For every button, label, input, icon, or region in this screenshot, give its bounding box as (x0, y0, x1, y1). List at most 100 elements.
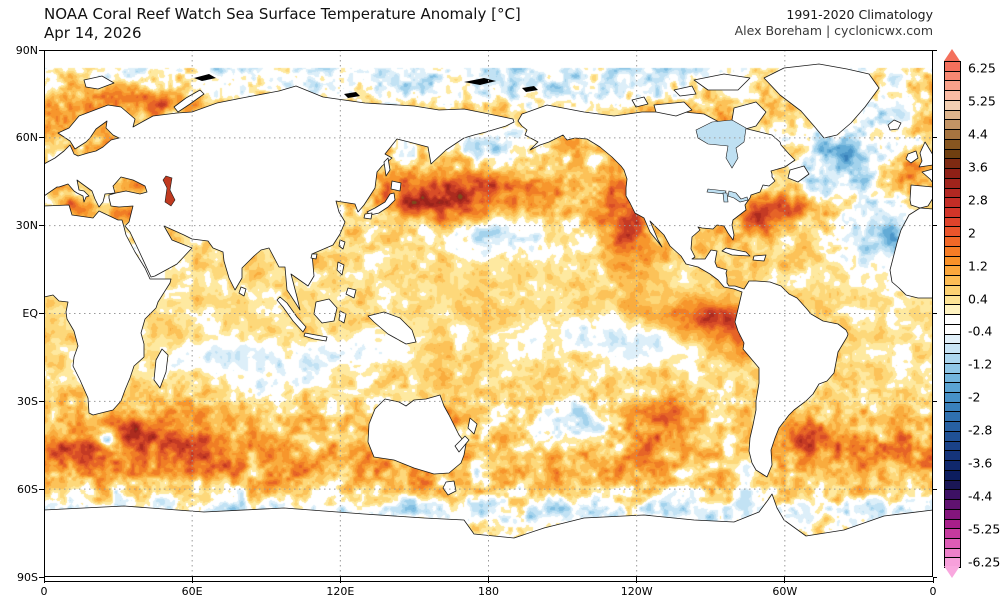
colorbar-tick-4.4: 4.4 (968, 126, 988, 142)
ice-edge-mark (344, 92, 360, 98)
title-block: NOAA Coral Reef Watch Sea Surface Temper… (44, 5, 521, 43)
lat-label-eq: EQ (22, 307, 38, 320)
lat-label-60n: 60N (15, 131, 38, 145)
lon-label-60w-5: 60W (772, 585, 798, 598)
land-hainan (310, 253, 318, 260)
colorbar-segment (945, 91, 960, 101)
colorbar-tick--2.8: -2.8 (968, 422, 993, 438)
land-svalbard (83, 75, 115, 90)
climatology-label: 1991-2020 Climatology (786, 7, 933, 22)
colorbar-segment (945, 470, 960, 481)
colorbar-segment (945, 363, 960, 374)
colorbar-segment (945, 169, 960, 179)
colorbar-segment (945, 402, 960, 413)
colorbar-arrow-up-icon (944, 49, 960, 61)
land-kyushu (363, 212, 373, 220)
land-iberia (909, 184, 933, 209)
land-australia (367, 394, 467, 475)
colorbar-segment (945, 198, 960, 209)
colorbar-scale (944, 61, 961, 568)
colorbar-tick--6.25: -6.25 (968, 554, 1000, 570)
colorbar-tick-5.25: 5.25 (968, 93, 996, 109)
colorbar-segment (945, 480, 960, 491)
colorbar-tick--0.4: -0.4 (968, 323, 993, 339)
axis-tick (39, 137, 44, 139)
land-sumatra (276, 296, 307, 333)
colorbar-tick--4.4: -4.4 (968, 488, 993, 504)
page-title: NOAA Coral Reef Watch Sea Surface Temper… (44, 5, 521, 23)
land-honshu (366, 192, 396, 216)
colorbar-segment (945, 490, 960, 501)
axis-tick (488, 577, 489, 583)
axis-tick (339, 577, 341, 583)
axis-tick (39, 49, 44, 51)
land-americas (517, 104, 849, 478)
lon-label-120w-4: 120W (620, 585, 653, 598)
colorbar-segment (945, 529, 960, 539)
axis-tick (39, 576, 44, 578)
colorbar-segment (945, 276, 960, 286)
colorbar-tick-1.2: 1.2 (968, 258, 988, 274)
land-cuba (721, 247, 751, 257)
colorbar-arrow-down-icon (944, 566, 960, 578)
land-france-west (921, 168, 933, 184)
colorbar-segment (945, 383, 960, 393)
land-iceland (887, 119, 902, 131)
colorbar-segment (945, 509, 960, 520)
land-victoria-island (653, 101, 693, 117)
colorbar-segment (945, 422, 960, 432)
lat-label-90n: 90N (15, 43, 38, 57)
colorbar-tick--2: -2 (968, 389, 981, 405)
lat-label-90s: 90S (17, 570, 38, 584)
axis-tick (784, 577, 786, 583)
colorbar-segment (945, 110, 960, 121)
land-newfoundland (787, 165, 810, 183)
lon-label-180-3: 180 (478, 585, 499, 598)
land-great-britain (918, 141, 933, 168)
land-eurasia (44, 85, 515, 311)
colorbar-segment (945, 431, 960, 442)
colorbar-segment (945, 139, 960, 150)
colorbar-segment (945, 246, 960, 257)
land-tasmania (442, 480, 457, 496)
colorbar-segment (945, 519, 960, 530)
colorbar-tick-0.4: 0.4 (968, 291, 988, 307)
map-date: Apr 14, 2026 (44, 24, 142, 42)
colorbar-segment (945, 208, 960, 218)
colorbar-tick-6.25: 6.25 (968, 60, 996, 76)
ice-edge-mark (522, 86, 538, 92)
axis-tick (933, 488, 937, 490)
land-java (303, 332, 328, 342)
colorbar-segment (945, 461, 960, 471)
axis-tick (933, 49, 937, 51)
colorbar-tick--5.25: -5.25 (968, 521, 1000, 537)
land-sri-lanka (238, 286, 247, 297)
colorbar-segment (945, 237, 960, 247)
colorbar-segment (945, 159, 960, 170)
colorbar-segment (945, 178, 960, 189)
great-lakes-huron-erie-ontario (727, 190, 749, 203)
axis-tick (933, 313, 937, 314)
land-hispaniola (752, 254, 767, 262)
colorbar-segment (945, 354, 960, 364)
colorbar-segment (945, 412, 960, 423)
credit-label: Alex Boreham | cyclonicwx.com (734, 23, 933, 38)
axis-tick (933, 576, 937, 578)
axis-tick (933, 137, 937, 139)
land-west-africa (889, 207, 933, 299)
axis-tick (933, 400, 937, 402)
land-borneo (313, 298, 338, 324)
lon-label-0-6: 0 (929, 585, 937, 598)
coastline-layer (44, 50, 933, 577)
axis-tick (39, 313, 44, 314)
colorbar-segment (945, 71, 960, 82)
land-africa (44, 204, 172, 416)
colorbar-segment (945, 130, 960, 140)
axis-tick (932, 577, 934, 583)
colorbar-tick-2: 2 (968, 225, 976, 241)
axis-tick (636, 577, 638, 583)
land-luzon (336, 261, 345, 276)
land-taiwan (338, 239, 346, 250)
world-map (44, 50, 933, 577)
